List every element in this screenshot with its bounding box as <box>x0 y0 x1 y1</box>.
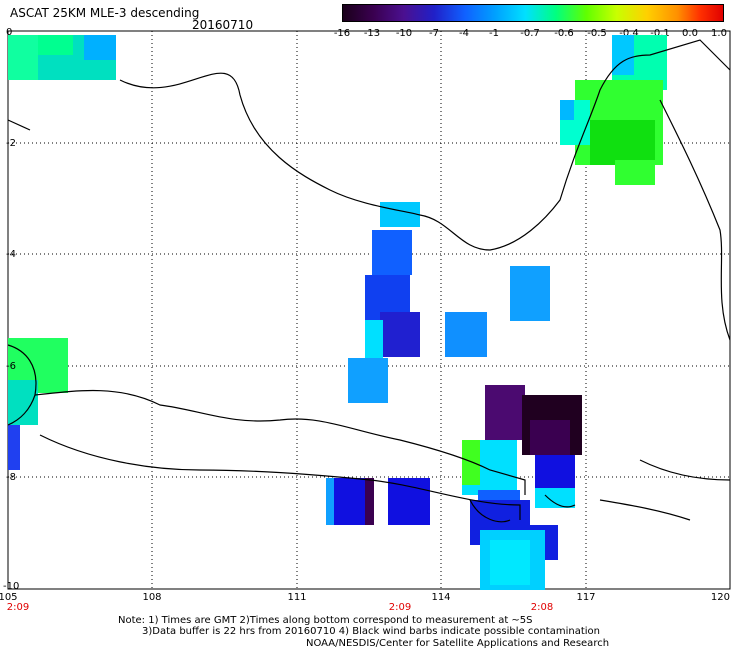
lat-label: -8 <box>6 472 16 483</box>
lat-label: -2 <box>6 138 16 149</box>
time-label: 2:08 <box>531 602 553 613</box>
lon-label: 114 <box>431 592 450 603</box>
lon-label: 117 <box>576 592 595 603</box>
notes: Note: 1) Times are GMT 2)Times along bot… <box>118 615 600 637</box>
colorbar-label: 1.0 <box>711 28 727 39</box>
wind-data <box>8 35 667 590</box>
note-line-2: 3)Data buffer is 22 hrs from 20160710 4)… <box>142 626 600 637</box>
note-line-1: Note: 1) Times are GMT 2)Times along bot… <box>118 615 533 626</box>
colorbar-label: -10 <box>395 28 413 39</box>
colorbar-label: -0.5 <box>587 28 607 39</box>
lat-label: -6 <box>6 361 16 372</box>
colorbar-labels: -16 -13 -10 -7 -4 -1 -0.7 -0.6 -0.5 -0.4… <box>334 28 730 40</box>
lon-label: 105 <box>0 592 18 603</box>
map-frame <box>7 30 731 590</box>
map-date: 20160710 <box>192 18 254 32</box>
credit: NOAA/NESDIS/Center for Satellite Applica… <box>306 638 610 649</box>
lon-label: 111 <box>287 592 306 603</box>
colorbar-label: -0.7 <box>520 28 540 39</box>
lon-label: 108 <box>142 592 161 603</box>
map-title: ASCAT 25KM MLE-3 descending <box>10 6 200 20</box>
colorbar-label: -0.6 <box>554 28 574 39</box>
lat-label: 0 <box>6 27 12 38</box>
coastlines <box>7 39 731 523</box>
time-label: 2:09 <box>7 602 29 613</box>
lon-label: 120 <box>711 592 730 603</box>
colorbar-label: -13 <box>363 28 381 39</box>
colorbar <box>342 4 724 22</box>
colorbar-label: 0.0 <box>682 28 698 39</box>
time-label: 2:09 <box>389 602 411 613</box>
colorbar-label: -1 <box>489 28 499 39</box>
colorbar-label: -16 <box>333 28 351 39</box>
axis-labels: 0 -2 -4 -6 -8 -10 105 108 111 114 117 12… <box>0 27 730 613</box>
colorbar-label: -4 <box>459 28 469 39</box>
colorbar-label: -0.4 <box>619 28 639 39</box>
lat-label: -4 <box>6 249 16 260</box>
lat-label: -10 <box>3 581 19 592</box>
colorbar-label: -0.1 <box>650 28 670 39</box>
colorbar-label: -7 <box>429 28 439 39</box>
